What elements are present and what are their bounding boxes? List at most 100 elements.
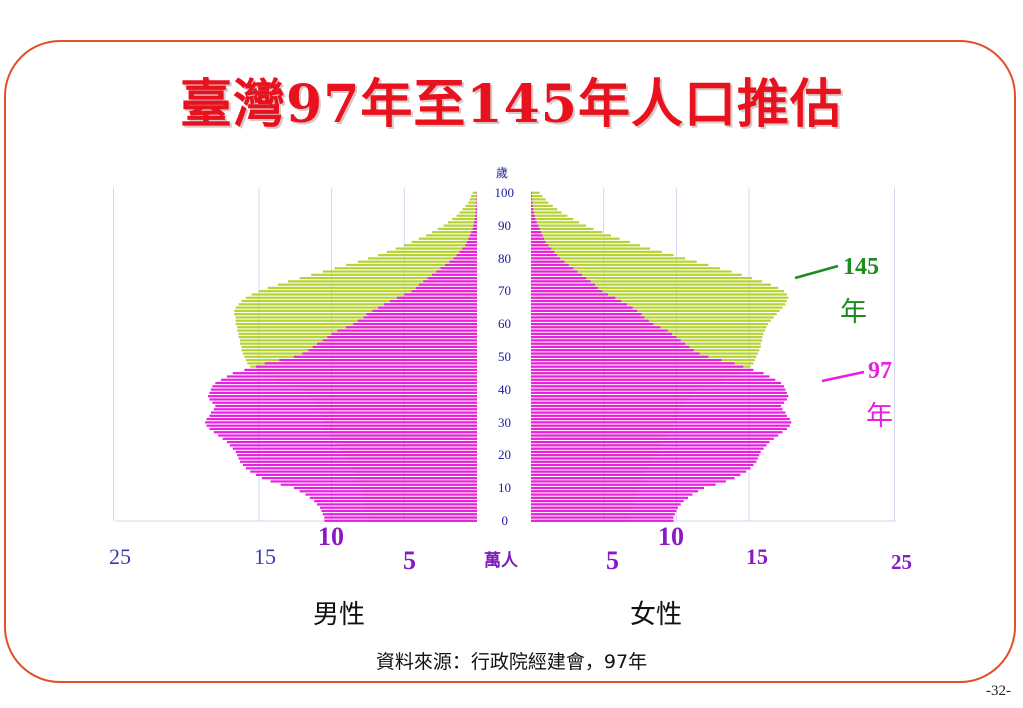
bar-145-female-age-72 (531, 283, 771, 286)
bar-97-male-age-94 (475, 211, 477, 214)
bar-97-female-age-36 (531, 401, 784, 404)
bar-97-male-age-96 (476, 204, 477, 208)
bar-97-female-age-91 (531, 221, 537, 224)
bar-145-female-age-96 (531, 204, 553, 208)
bar-145-female-age-78 (531, 263, 709, 267)
bar-97-female-age-82 (531, 250, 555, 253)
bar-97-male-age-1 (324, 516, 477, 519)
bar-97-male-age-66 (383, 303, 477, 306)
bar-97-female-age-52 (531, 349, 694, 352)
bar-97-male-age-31 (206, 418, 477, 421)
bar-97-male-age-47 (255, 365, 477, 368)
bar-97-male-age-50 (293, 355, 477, 358)
bar-145-male-age-96 (465, 204, 477, 208)
male-label: 男性 (313, 600, 366, 630)
bar-97-male-age-12 (270, 480, 477, 483)
bar-97-female-age-41 (531, 385, 784, 388)
bar-97-female-age-25 (531, 437, 774, 440)
bar-97-female-age-8 (531, 493, 693, 496)
bar-97-male-age-57 (331, 332, 477, 335)
bar-97-female-age-46 (531, 368, 754, 372)
bar-97-female-age-92 (531, 217, 536, 221)
bar-145-male-age-85 (411, 240, 477, 244)
bar-97-female-age-5 (531, 503, 681, 506)
bar-97-male-age-48 (264, 362, 477, 365)
bar-145-male-age-93 (456, 214, 477, 217)
bar-97-female-age-45 (531, 372, 764, 375)
bar-97-male-age-28 (209, 427, 478, 431)
bar-97-male-age-0 (324, 519, 477, 522)
bar-145-female-age-73 (531, 280, 763, 283)
bar-97-male-age-53 (312, 345, 477, 349)
bar-97-male-age-86 (468, 237, 477, 240)
age-tick-100: 100 (494, 185, 515, 200)
bar-145-female-age-76 (531, 270, 732, 273)
bar-97-male-age-29 (206, 424, 477, 427)
bar-145-male-age-73 (287, 280, 477, 283)
page-title: 臺灣97年至145年人口推估 (180, 74, 843, 135)
age-tick-40: 40 (498, 381, 511, 397)
x-tick-right-25: 25 (891, 550, 912, 574)
bar-97-female-age-12 (531, 480, 726, 483)
age-tick-0: 0 (501, 513, 509, 528)
bar-145-female-age-64 (531, 309, 780, 312)
age-tick-20: 20 (498, 447, 511, 463)
bar-97-male-age-98 (476, 198, 477, 201)
bar-97-female-age-55 (531, 339, 681, 342)
bar-97-female-age-85 (531, 240, 546, 244)
bar-97-female-age-93 (531, 214, 535, 217)
bar-97-female-age-71 (531, 286, 598, 290)
bar-97-male-age-15 (250, 470, 477, 473)
bar-145-male-age-64 (234, 309, 477, 312)
bar-97-male-age-63 (366, 313, 477, 316)
bar-97-female-age-21 (531, 450, 761, 454)
page-number: -32- (986, 683, 1011, 699)
bar-97-female-age-84 (531, 244, 549, 247)
slide-frame (4, 40, 1016, 683)
bar-145-female-age-69 (531, 293, 787, 296)
bar-97-female-age-29 (531, 424, 790, 427)
bar-97-male-age-64 (372, 309, 477, 312)
bar-97-female-age-39 (531, 391, 787, 394)
bar-97-female-age-50 (531, 355, 709, 358)
bar-97-female-age-94 (531, 211, 534, 214)
bar-145-female-age-97 (531, 201, 549, 204)
bar-145-male-age-80 (367, 257, 477, 260)
bar-97-male-age-36 (212, 401, 477, 404)
bar-145-female-age-80 (531, 257, 686, 260)
bar-97-male-age-95 (475, 208, 477, 211)
age-tick-10: 10 (498, 480, 511, 496)
bar-97-female-age-4 (531, 506, 678, 509)
bar-97-male-age-25 (222, 437, 477, 440)
female-label: 女性 (630, 600, 683, 630)
bar-97-male-age-61 (357, 319, 477, 322)
bar-97-male-age-79 (449, 260, 477, 263)
bar-97-female-age-6 (531, 500, 684, 503)
legend-145-unit: 年 (840, 297, 867, 328)
bar-97-female-age-26 (531, 434, 779, 437)
bar-97-female-age-35 (531, 404, 782, 408)
bar-97-female-age-67 (531, 299, 622, 303)
bar-145-male-age-86 (418, 237, 477, 240)
bar-145-female-age-85 (531, 240, 630, 244)
bar-97-female-age-34 (531, 408, 783, 411)
bar-97-male-age-9 (299, 490, 477, 493)
bar-97-female-age-61 (531, 319, 649, 322)
bar-97-male-age-83 (462, 247, 477, 250)
bar-145-male-age-67 (241, 299, 477, 303)
bar-97-male-age-19 (238, 457, 477, 460)
bar-145-female-age-81 (531, 254, 674, 257)
bar-97-male-age-7 (309, 496, 477, 499)
age-tick-60: 60 (498, 316, 511, 332)
bar-97-female-age-54 (531, 342, 686, 345)
bar-97-female-age-31 (531, 418, 790, 421)
bar-145-male-age-83 (395, 247, 477, 250)
bar-97-male-age-62 (363, 316, 477, 319)
bar-145-male-age-95 (462, 208, 477, 211)
bar-145-female-age-94 (531, 211, 562, 214)
bar-97-female-age-76 (531, 270, 578, 273)
bar-97-female-age-69 (531, 293, 609, 296)
bar-145-female-age-98 (531, 198, 546, 201)
bar-97-female-age-97 (531, 201, 533, 204)
bar-145-male-age-61 (235, 319, 477, 322)
